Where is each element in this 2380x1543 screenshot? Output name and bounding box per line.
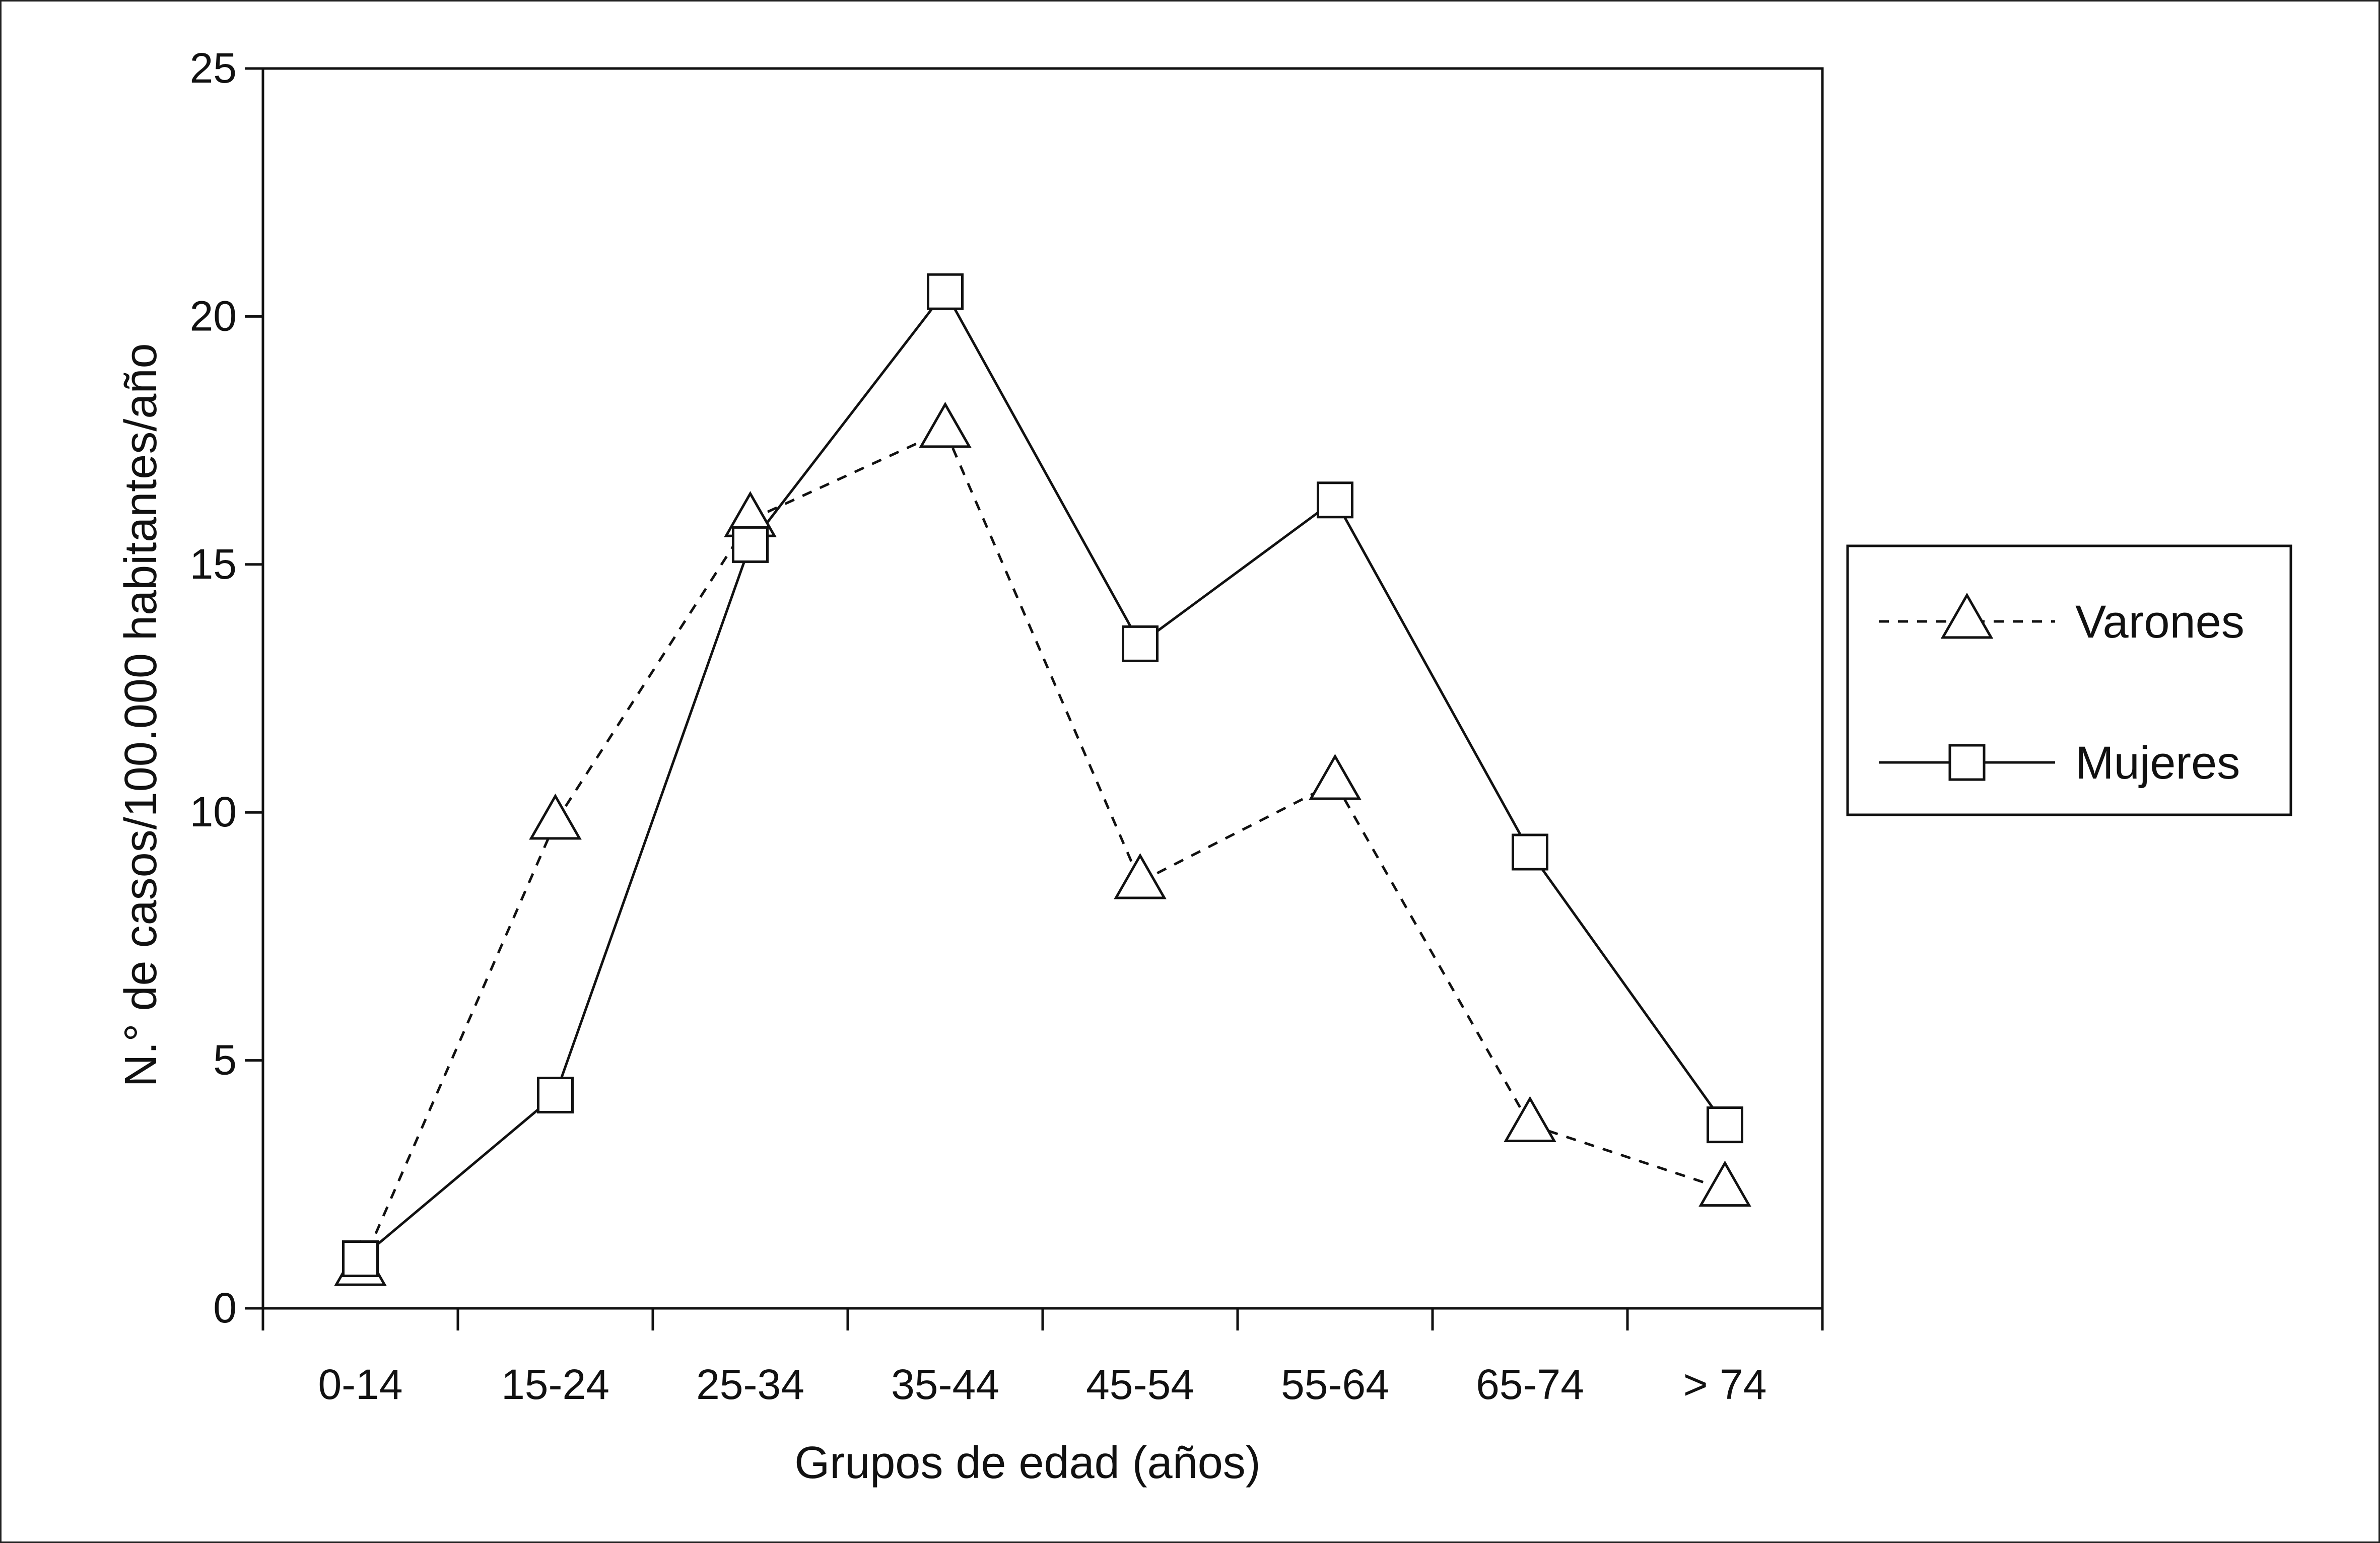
series-varones-segment (1334, 782, 1531, 1126)
series-mujeres-segment (749, 291, 946, 545)
series-mujeres-point (1512, 833, 1548, 871)
x-axis-title: Grupos de edad (años) (794, 1438, 1261, 1488)
series-mujeres-point (732, 526, 769, 563)
y-tick-label: 5 (213, 1036, 237, 1084)
series-mujeres-segment (1529, 851, 1726, 1126)
y-tick-label: 10 (190, 788, 237, 835)
x-tick-label: 55-64 (1281, 1361, 1389, 1408)
legend-mujeres-label: Mujeres (2075, 737, 2240, 789)
legend-varones-label: Varones (2075, 596, 2245, 648)
x-tick-label: > 74 (1683, 1361, 1767, 1408)
x-tick-label: 45-54 (1086, 1361, 1194, 1408)
series-varones-point (919, 401, 972, 448)
series-varones-point (1309, 753, 1362, 800)
x-tick-label: 25-34 (696, 1361, 804, 1408)
series-mujeres-segment (359, 1094, 557, 1260)
series-varones-segment (750, 429, 946, 521)
x-tick-label: 15-24 (501, 1361, 609, 1408)
legend: Varones Mujeres (1846, 544, 2292, 816)
series-varones-point (1504, 1096, 1556, 1143)
series-mujeres-point (1707, 1106, 1743, 1144)
series-varones-segment (554, 519, 752, 823)
y-tick-label: 15 (190, 540, 237, 588)
series-mujeres-point (927, 273, 964, 310)
plot-border (261, 67, 1824, 1310)
x-tick-label: 0-14 (318, 1361, 402, 1408)
y-tick-label: 0 (213, 1284, 237, 1331)
legend-mujeres-marker (1948, 744, 1986, 781)
series-varones-point (1114, 853, 1167, 899)
series-mujeres-segment (1334, 499, 1531, 853)
y-tick-label: 25 (190, 44, 237, 92)
series-varones-segment (359, 821, 557, 1270)
series-varones-segment (1139, 781, 1336, 883)
series-mujeres-point (1122, 625, 1159, 662)
series-mujeres-segment (1139, 499, 1336, 645)
series-varones-segment (944, 430, 1141, 883)
series-mujeres-point (1317, 481, 1353, 519)
y-tick-label: 20 (190, 292, 237, 339)
series-varones-point (1698, 1160, 1751, 1207)
legend-varones-marker (1940, 592, 1994, 639)
series-mujeres-point (342, 1240, 379, 1278)
y-axis-title: N.° de casos/100.000 habitantes/año (116, 343, 166, 1087)
x-tick-label: 35-44 (891, 1361, 999, 1408)
series-mujeres-segment (944, 291, 1141, 645)
plot-area: 0 5 10 15 20 25 0-14 15-24 25-34 35-44 45-54 55-64 6… (190, 44, 1824, 1408)
series-mujeres-point (537, 1077, 574, 1114)
legend-box (1846, 544, 2292, 816)
series-varones-point (529, 793, 582, 840)
series-mujeres-segment (554, 544, 752, 1096)
series-varones-segment (1529, 1124, 1726, 1191)
x-tick-label: 65-74 (1476, 1361, 1584, 1408)
